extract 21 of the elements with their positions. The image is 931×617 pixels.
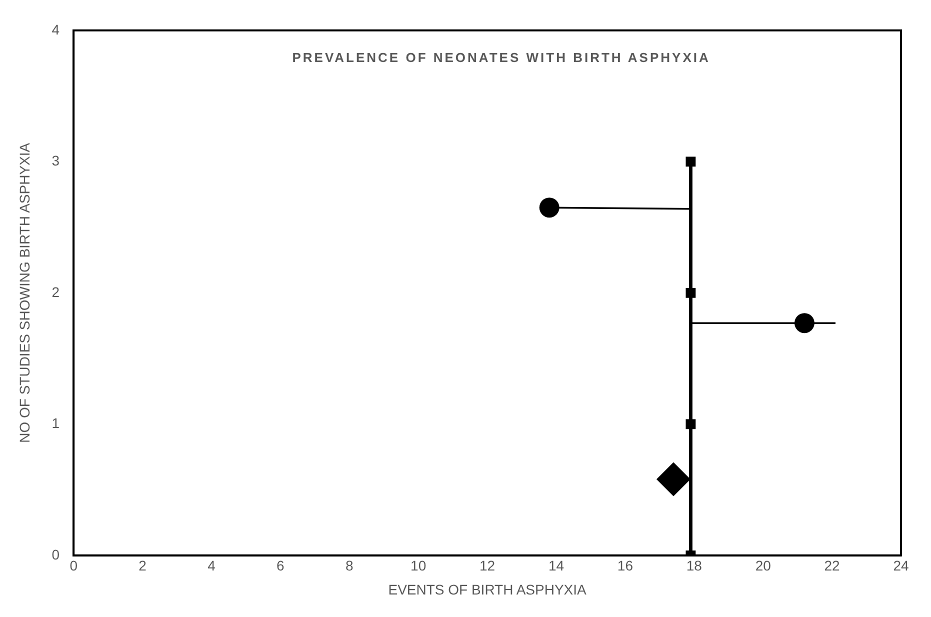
x-tick-label: 22 [824, 558, 840, 574]
x-axis-title: EVENTS OF BIRTH ASPHYXIA [388, 581, 588, 598]
x-tick-label: 4 [208, 558, 216, 574]
x-tick-label: 14 [548, 558, 564, 574]
x-tick-label: 24 [893, 558, 909, 574]
y-axis-title: NO OF STUDIES SHOWING BIRTH ASPHYXIA [16, 142, 32, 443]
x-tick-label: 0 [70, 558, 78, 574]
x-tick-label: 6 [276, 558, 285, 574]
x-tick-label: 16 [617, 558, 634, 574]
x-tick-label: 20 [755, 558, 772, 574]
y-tick-label: 0 [52, 546, 60, 562]
x-tick-label: 2 [138, 558, 147, 574]
y-tick-label: 3 [52, 152, 60, 169]
x-tick-label: 8 [345, 558, 354, 574]
y-tick-label: 4 [52, 21, 60, 38]
x-tick-label: 18 [686, 558, 702, 574]
x-tick-label: 12 [480, 558, 496, 574]
y-tick-label: 1 [52, 415, 60, 432]
x-tick-label: 10 [410, 558, 426, 574]
y-tick-label: 2 [52, 284, 60, 300]
text: PREVALENCE OF NEONATES WITH BIRTH ASPHYXIA [292, 50, 710, 65]
